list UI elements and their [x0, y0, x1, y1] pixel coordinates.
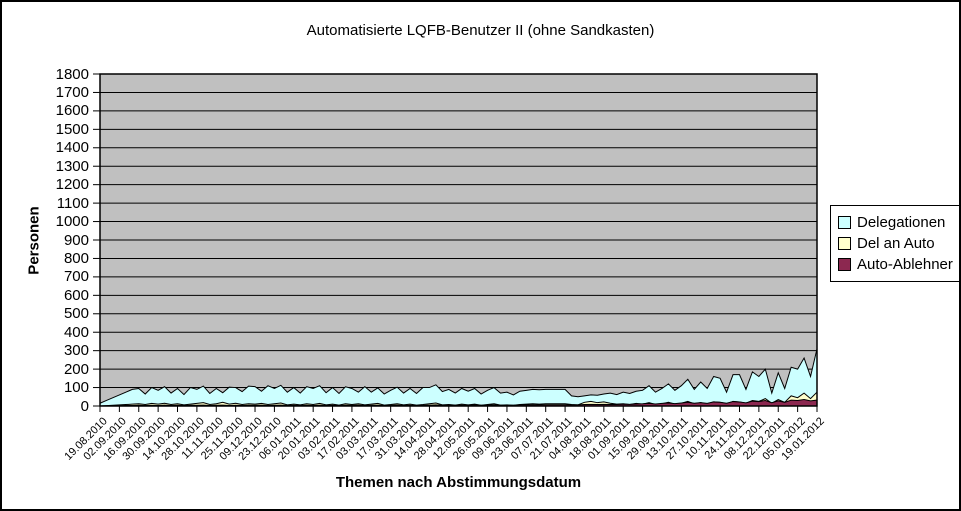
legend-item-1: Del an Auto: [838, 233, 953, 254]
legend-label: Del an Auto: [857, 235, 935, 252]
y-tick-label: 800: [63, 249, 89, 267]
y-tick-label: 1000: [55, 213, 89, 231]
chart-title: Automatisierte LQFB-Benutzer II (ohne Sa…: [306, 22, 655, 39]
y-tick-label: 100: [63, 379, 89, 397]
y-tick-label: 300: [63, 342, 89, 360]
legend-label: Auto-Ablehner: [857, 256, 953, 273]
y-tick-label: 0: [80, 397, 89, 415]
y-tick-label: 1400: [55, 139, 89, 157]
y-tick-label: 1300: [55, 157, 89, 175]
y-tick-label: 1800: [55, 65, 89, 83]
x-axis-title: Themen nach Abstimmungsdatum: [335, 474, 582, 491]
y-tick-label: 700: [63, 268, 89, 286]
y-tick-label: 1200: [55, 176, 89, 194]
legend-item-2: Auto-Ablehner: [838, 254, 953, 275]
y-tick-label: 600: [63, 286, 89, 304]
y-tick-label: 900: [63, 231, 89, 249]
legend: Delegationen Del an Auto Auto-Ablehner: [830, 205, 959, 282]
y-tick-label: 1700: [55, 83, 89, 101]
area-series-2: [99, 399, 818, 407]
area-series-0: [99, 348, 818, 407]
y-tick-label: 500: [63, 305, 89, 323]
legend-item-0: Delegationen: [838, 212, 953, 233]
legend-swatch-icon: [838, 258, 851, 271]
y-tick-label: 400: [63, 323, 89, 341]
y-tick-label: 1100: [56, 194, 89, 212]
y-tick-label: 1500: [55, 120, 89, 138]
legend-swatch-icon: [838, 216, 851, 229]
y-tick-label: 200: [63, 360, 89, 378]
legend-swatch-icon: [838, 237, 851, 250]
legend-label: Delegationen: [857, 214, 946, 231]
y-axis-title: Personen: [25, 206, 43, 275]
y-tick-label: 1600: [55, 102, 89, 120]
